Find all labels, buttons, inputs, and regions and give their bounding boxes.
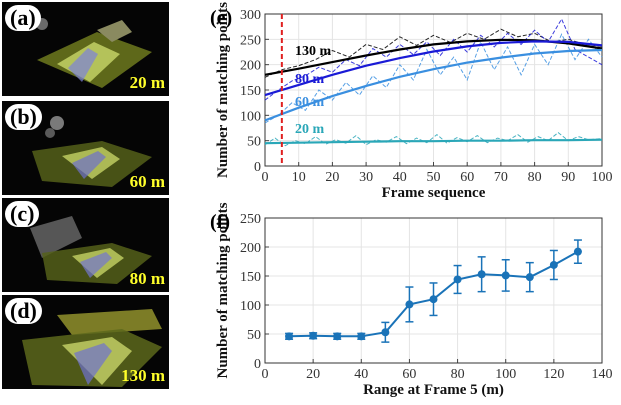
series-label: 80 m — [295, 72, 325, 87]
y-tick-label: 50 — [247, 135, 261, 150]
data-point — [285, 332, 294, 341]
y-axis-label: Number of matching points — [215, 2, 231, 178]
x-tick-label: 20 — [306, 367, 320, 382]
y-tick-label: 250 — [240, 33, 261, 48]
y-tick-label: 0 — [254, 357, 261, 372]
x-tick-label: 80 — [451, 367, 465, 382]
series-label: 20 m — [295, 122, 325, 137]
data-point — [405, 300, 414, 309]
image-panel-b: (b) 60 m — [2, 101, 169, 195]
panel-label: (c) — [5, 201, 40, 227]
image-panel-a: (a) 20 m — [2, 2, 169, 96]
x-tick-label: 60 — [460, 170, 474, 185]
range-label: 80 m — [129, 269, 165, 288]
y-tick-label: 100 — [240, 299, 261, 314]
range-label: 20 m — [129, 73, 165, 92]
x-tick-label: 40 — [354, 367, 368, 382]
data-point — [477, 270, 486, 279]
point-cloud-d — [22, 309, 162, 387]
x-tick-label: 100 — [592, 170, 613, 185]
data-point — [453, 275, 462, 284]
y-tick-label: 150 — [240, 270, 261, 285]
y-tick-label: 150 — [240, 84, 261, 99]
data-point — [525, 273, 534, 282]
image-panel-c: (c) 80 m — [2, 198, 169, 292]
x-tick-label: 0 — [262, 170, 269, 185]
x-tick-label: 20 — [325, 170, 339, 185]
x-tick-label: 100 — [495, 367, 516, 382]
data-point — [309, 331, 318, 340]
x-axis-label: Frame sequence — [382, 185, 486, 201]
series-label: 130 m — [295, 44, 332, 59]
panel-label: (e) — [210, 7, 232, 29]
x-axis-label: Range at Frame 5 (m) — [363, 382, 504, 398]
point-cloud-c — [30, 216, 152, 284]
series-raw-line — [264, 33, 603, 124]
range-label: 60 m — [129, 172, 165, 191]
x-tick-label: 80 — [528, 170, 542, 185]
x-tick-label: 40 — [393, 170, 407, 185]
data-point — [357, 332, 366, 341]
data-point — [501, 271, 510, 280]
x-tick-label: 60 — [402, 367, 416, 382]
series-fit-line — [264, 40, 603, 97]
data-point — [573, 247, 582, 256]
data-point — [333, 332, 342, 341]
y-tick-label: 100 — [240, 109, 261, 124]
panel-label: (a) — [5, 5, 41, 31]
point-cloud-b — [32, 116, 152, 187]
range-label: 130 m — [121, 366, 165, 385]
x-tick-label: 10 — [292, 170, 306, 185]
series-fit-line — [264, 138, 603, 145]
x-tick-label: 90 — [561, 170, 575, 185]
panel-label: (d) — [5, 298, 42, 324]
series-raw-line — [264, 28, 603, 78]
x-tick-label: 0 — [262, 367, 269, 382]
y-tick-label: 300 — [240, 8, 261, 23]
y-tick-label: 200 — [240, 241, 261, 256]
panel-label: (b) — [5, 104, 42, 130]
y-tick-label: 250 — [240, 212, 261, 227]
x-tick-label: 140 — [592, 367, 613, 382]
data-point — [381, 328, 390, 337]
y-tick-label: 50 — [247, 328, 261, 343]
series-raw-line — [264, 131, 603, 147]
plot-frame — [264, 13, 603, 167]
y-tick-label: 200 — [240, 59, 261, 74]
data-point — [429, 295, 438, 304]
data-point — [549, 260, 558, 269]
x-tick-label: 70 — [494, 170, 508, 185]
point-cloud-a — [36, 18, 152, 88]
y-tick-label: 0 — [254, 160, 261, 175]
image-panel-d: (d) 130 m — [2, 295, 169, 389]
series-label: 60 m — [295, 95, 325, 110]
x-tick-label: 30 — [359, 170, 373, 185]
series-fit-line — [264, 48, 603, 122]
plot-frame — [264, 217, 603, 364]
x-tick-label: 50 — [427, 170, 441, 185]
series-raw-line — [264, 18, 603, 101]
panel-label: (f) — [210, 211, 230, 233]
y-axis-label: Number of matching points — [215, 202, 231, 378]
x-tick-label: 120 — [543, 367, 564, 382]
